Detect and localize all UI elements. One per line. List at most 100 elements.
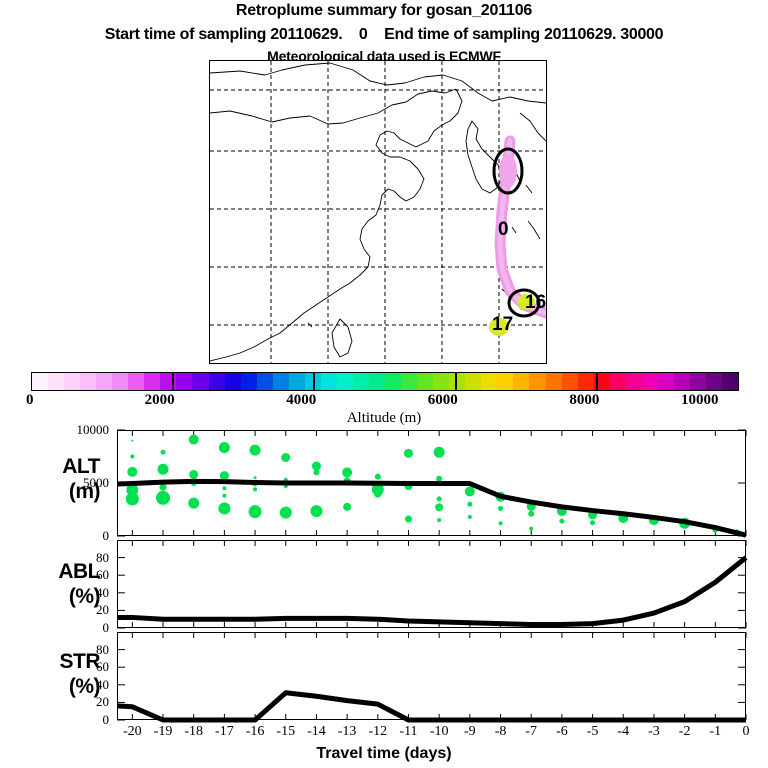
y-tick-label: 10000 (76, 422, 110, 437)
colorbar-swatch (625, 373, 642, 390)
x-tick-label: 0 (742, 724, 750, 739)
retroplume-map[interactable] (209, 60, 547, 364)
y-tick-label: 0 (102, 620, 110, 635)
colorbar-swatch (176, 373, 193, 390)
y-tick-label: 40 (96, 584, 109, 600)
x-tick-label: -10 (429, 724, 449, 739)
colorbar-swatch (417, 373, 434, 390)
colorbar-swatch (465, 373, 482, 390)
x-axis-title: Travel time (days) (316, 745, 452, 762)
colorbar-tick-label: 8000 (569, 392, 600, 408)
colorbar-swatch (80, 373, 97, 390)
x-tick-label: -9 (464, 724, 476, 739)
x-tick-label: -19 (153, 724, 173, 739)
colorbar-tick-label: 6000 (427, 392, 458, 408)
colorbar-swatch (513, 373, 530, 390)
colorbar-swatch (112, 373, 129, 390)
colorbar-swatch (481, 373, 498, 390)
altitude-colorbar[interactable] (31, 372, 739, 391)
colorbar-swatch (128, 373, 145, 390)
colorbar-swatch (224, 373, 241, 390)
alt-panel-label: ALT (62, 455, 100, 478)
colorbar-swatch (545, 373, 562, 390)
map-label-16: 16 (525, 292, 547, 313)
x-tick-label: -13 (337, 724, 357, 739)
colorbar-tick-label: 4000 (286, 392, 317, 408)
colorbar-swatch (352, 373, 369, 390)
y-tick-label: 0 (102, 528, 110, 543)
colorbar-swatch (689, 373, 706, 390)
abl-panel-label: ABL (58, 560, 100, 583)
colorbar-swatch (160, 373, 177, 390)
y-tick-label: 60 (96, 567, 109, 583)
colorbar-separator (171, 372, 174, 391)
colorbar-swatch (144, 373, 161, 390)
map-graticule (210, 61, 546, 363)
colorbar-swatch (48, 373, 65, 390)
alt-panel-unit: (m) (68, 480, 101, 503)
colorbar-swatch (609, 373, 626, 390)
x-tick-label: -4 (617, 724, 630, 739)
map-coastlines (210, 62, 546, 362)
y-tick-label: 80 (96, 641, 109, 657)
colorbar-separator (454, 372, 457, 391)
plume-cluster-17 (489, 318, 509, 336)
colorbar-swatch (449, 373, 466, 390)
colorbar-swatch (497, 373, 514, 390)
x-tick-label: -6 (556, 724, 568, 739)
colorbar-separator (313, 372, 316, 391)
x-tick-label: -5 (586, 724, 599, 739)
x-tick-label: -20 (122, 724, 142, 739)
colorbar-swatch (256, 373, 273, 390)
colorbar-swatch (657, 373, 674, 390)
colorbar-swatch (96, 373, 113, 390)
colorbar-swatch (433, 373, 450, 390)
colorbar-swatch (385, 373, 402, 390)
y-tick-label: 60 (96, 659, 109, 675)
map-canvas (210, 61, 546, 363)
str-panel-unit: (%) (68, 675, 101, 698)
map-label-0: 0 (498, 219, 509, 240)
colorbar-swatch (673, 373, 690, 390)
str-panel-label: STR (59, 650, 101, 673)
colorbar-swatch (401, 373, 418, 390)
y-tick-label: 80 (96, 549, 109, 565)
y-tick-label: 40 (96, 676, 109, 692)
str-panel[interactable] (117, 632, 746, 720)
colorbar-swatch (304, 373, 321, 390)
colorbar-tick-label: 0 (26, 392, 34, 408)
x-tick-label: -12 (368, 724, 388, 739)
sampling-time-subtitle: Start time of sampling 20110629. 0 End t… (104, 26, 664, 43)
colorbar-swatch (208, 373, 225, 390)
colorbar-swatch (705, 373, 723, 390)
colorbar-swatch (529, 373, 546, 390)
abl-panel[interactable] (117, 540, 746, 628)
x-tick-label: -3 (648, 724, 660, 739)
colorbar-swatch (561, 373, 578, 390)
x-tick-label: -7 (525, 724, 538, 739)
x-tick-label: -17 (215, 724, 234, 739)
colorbar-tick-label: 2000 (144, 392, 175, 408)
x-tick-label: -15 (276, 724, 296, 739)
y-tick-label: 20 (96, 694, 109, 710)
colorbar-swatch (32, 373, 49, 390)
colorbar-swatch (64, 373, 81, 390)
alt-panel[interactable] (117, 430, 746, 536)
x-tick-label: -18 (184, 724, 204, 739)
colorbar-swatch (368, 373, 386, 390)
colorbar-swatch (641, 373, 658, 390)
y-tick-label: 0 (102, 712, 110, 727)
x-tick-label: -1 (709, 724, 722, 739)
page-title: Retroplume summary for gosan_201106 (235, 2, 533, 19)
y-tick-label: 20 (96, 602, 109, 618)
colorbar-swatch (320, 373, 337, 390)
colorbar-separator (596, 372, 599, 391)
x-tick-label: -11 (399, 724, 418, 739)
colorbar-swatch (336, 373, 353, 390)
colorbar-swatch (192, 373, 209, 390)
colorbar-tick-label: 10000 (681, 392, 719, 408)
x-tick-label: -16 (245, 724, 265, 739)
colorbar-axis-label: Altitude (m) (346, 410, 422, 426)
x-tick-label: -8 (494, 724, 507, 739)
x-tick-label: -2 (678, 724, 691, 739)
